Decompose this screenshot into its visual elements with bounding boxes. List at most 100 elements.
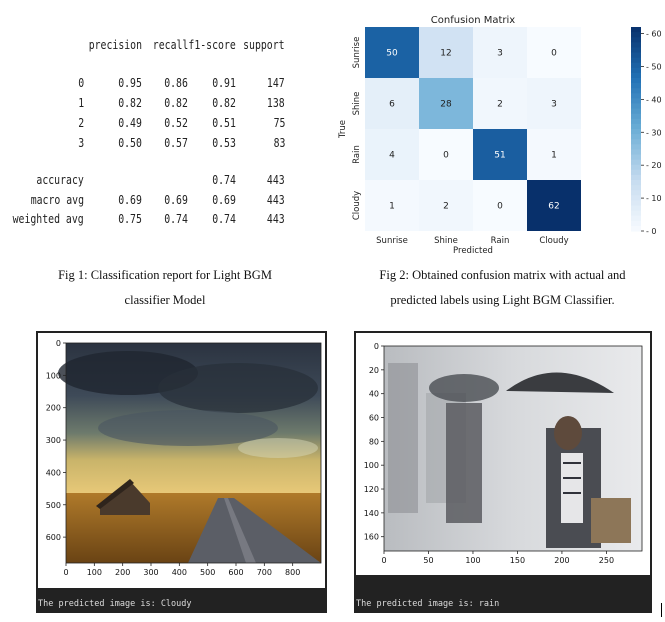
- y-tick-label: 600: [46, 533, 61, 542]
- cm-cell: [527, 129, 581, 180]
- cm-colorbar-segment: [631, 103, 641, 110]
- report-header-precision: precision: [88, 38, 142, 52]
- cm-colorbar-tick-label: - 40: [646, 95, 662, 104]
- y-tick-label: 0: [374, 342, 379, 351]
- cm-cell: [527, 180, 581, 231]
- cm-cell: [419, 129, 473, 180]
- report-row-label: 3: [78, 136, 84, 150]
- y-tick-label: 40: [369, 390, 379, 399]
- cm-cell-value: 28: [440, 100, 452, 110]
- cm-colorbar-segment: [631, 225, 641, 232]
- report-summary-label: macro avg: [30, 193, 84, 207]
- report-summary-precision: 0.75: [118, 212, 142, 226]
- x-tick-label: 600: [228, 568, 243, 577]
- cm-colorbar-tick-label: - 20: [646, 161, 662, 170]
- y-tick-label: 200: [46, 404, 61, 413]
- report-header-support: support: [243, 38, 285, 52]
- cm-colorbar-segment: [631, 37, 641, 43]
- y-tick-label: 160: [364, 533, 379, 542]
- edge-mark: [661, 603, 662, 617]
- image-frame: [383, 345, 643, 552]
- cm-cell-value: 2: [443, 202, 449, 212]
- report-cell-support: 147: [267, 76, 285, 90]
- cm-colorbar-segment: [631, 27, 641, 33]
- report-cell-support: 75: [273, 116, 285, 130]
- report-header-recall: recall: [152, 38, 188, 52]
- cm-cell: [419, 180, 473, 231]
- cm-cell-value: 51: [494, 151, 505, 161]
- cm-y-tick-label: Rain: [352, 145, 362, 164]
- x-tick-label: 100: [87, 568, 102, 577]
- cm-colorbar-segment: [631, 174, 641, 181]
- report-cell-recall: 0.82: [164, 96, 188, 110]
- rain-plot-area: 0 50 100 150 200 250 0 20 40 60 80 100 120 140 160: [356, 333, 650, 575]
- cm-x-tick-label: Cloudy: [539, 236, 568, 246]
- x-tick-label: 400: [172, 568, 187, 577]
- cm-cell-value: 2: [497, 100, 503, 110]
- report-cell-recall: 0.52: [164, 116, 188, 130]
- report-cell-precision: 0.82: [118, 96, 142, 110]
- cm-colorbar-segment: [631, 215, 641, 222]
- rain-prediction-text: The predicted image is: rain: [356, 599, 500, 609]
- cm-colorbar-tick-label: - 60: [646, 30, 662, 39]
- x-tick-label: 250: [599, 556, 614, 565]
- cm-colorbar-segment: [631, 149, 641, 156]
- report-summary-label: weighted avg: [12, 212, 84, 226]
- cm-colorbar-segment: [631, 129, 641, 135]
- cm-cell-value: 12: [440, 49, 451, 59]
- cm-y-tick-label: Cloudy: [352, 191, 362, 220]
- image-frame: [65, 342, 322, 564]
- cm-x-tick-label: Shine: [434, 236, 458, 246]
- cm-cell: [419, 27, 473, 78]
- cm-colorbar-segment: [631, 42, 641, 48]
- cloudy-photo: [58, 343, 321, 563]
- rain-image-plot: 0 50 100 150 200 250 0 20 40 60 80 100 120 140 160: [364, 342, 643, 565]
- cm-colorbar-tick-label: - 10: [646, 194, 662, 203]
- cm-cell-value: 1: [389, 202, 395, 212]
- cm-colorbar-segment: [631, 88, 641, 94]
- cm-colorbar-tick-label: - 50: [646, 62, 662, 71]
- cm-colorbar-segment: [631, 47, 641, 54]
- x-tick-label: 200: [554, 556, 569, 565]
- cm-colorbar-tick-label: - 0: [646, 227, 657, 236]
- x-tick-label: 0: [381, 556, 386, 565]
- report-row-label: 1: [78, 96, 84, 110]
- cm-cell-value: 50: [386, 49, 398, 59]
- report-cell-recall: 0.86: [164, 76, 188, 90]
- cm-colorbar-segment: [631, 83, 641, 89]
- cm-colorbar-segment: [631, 52, 641, 59]
- cm-cell-value: 4: [389, 151, 395, 161]
- cm-colorbar-segment: [631, 67, 641, 74]
- rain-photo: [384, 346, 642, 551]
- cm-colorbar-segment: [631, 108, 641, 115]
- report-cell-precision: 0.49: [118, 116, 142, 130]
- cm-colorbar-segment: [631, 139, 641, 145]
- cm-x-tick-label: Rain: [491, 236, 510, 246]
- rain-prediction-panel: 0 50 100 150 200 250 0 20 40 60 80 100 120 140 160 The…: [354, 331, 652, 613]
- cm-x-tick-label: Sunrise: [376, 236, 408, 246]
- cm-cell: [527, 78, 581, 129]
- cm-cell: [473, 27, 527, 78]
- y-tick-label: 60: [369, 414, 379, 423]
- cm-cell-value: 0: [497, 202, 503, 212]
- y-tick-label: 120: [364, 485, 379, 494]
- cm-colorbar-segment: [631, 154, 641, 161]
- cm-colorbar-segment: [631, 205, 641, 212]
- cm-colorbar-segment: [631, 123, 641, 130]
- cloudy-image-plot: 0 100 200 300 400 500 600 700 800 0 100 200 300 400 50…: [46, 339, 322, 577]
- cm-colorbar-segment: [631, 180, 641, 186]
- report-row-label: 2: [78, 116, 84, 130]
- report-summary-recall: 0.69: [164, 193, 188, 207]
- report-summary-support: 443: [267, 193, 285, 207]
- cm-y-tick-label: Shine: [352, 92, 362, 116]
- report-cell-support: 138: [267, 96, 285, 110]
- cloudy-prediction-panel: 0 100 200 300 400 500 600 700 800 0 100 200 300 400 50…: [36, 331, 327, 613]
- cm-colorbar-segment: [631, 210, 641, 217]
- report-summary-label: accuracy: [36, 173, 84, 187]
- cm-cell: [527, 27, 581, 78]
- fig2-caption: Fig 2: Obtained confusion matrix with ac…: [340, 263, 665, 313]
- cm-colorbar-segment: [631, 220, 641, 227]
- x-tick-label: 700: [257, 568, 272, 577]
- cm-cell: [419, 78, 473, 129]
- cm-cell: [365, 27, 419, 78]
